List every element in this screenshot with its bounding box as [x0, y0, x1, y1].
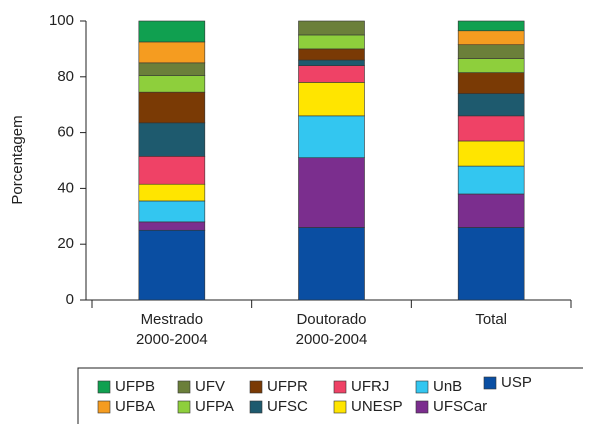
- legend-label: UFSC: [267, 398, 308, 415]
- y-tick-label: 20: [57, 235, 74, 252]
- bar-segment: [138, 122, 206, 157]
- x-tick-label: 2000-2004: [136, 331, 208, 348]
- bar-segment: [298, 157, 365, 228]
- legend-label: UFSCar: [433, 398, 487, 415]
- bar-segment: [457, 227, 525, 301]
- legend-label: USP: [501, 374, 532, 391]
- y-axis-label: Porcentagem: [9, 115, 26, 204]
- bar-segment: [138, 221, 206, 231]
- legend-label: UnB: [433, 378, 462, 395]
- bar-segment: [298, 227, 365, 301]
- bar-segment: [457, 115, 525, 142]
- legend-swatch: [333, 400, 347, 414]
- bar-segment: [138, 229, 206, 301]
- y-tick-label: 40: [57, 179, 74, 196]
- legend-label: UFV: [195, 378, 225, 395]
- legend-label: UNESP: [351, 398, 403, 415]
- legend-swatch: [177, 380, 191, 394]
- y-tick-label: 80: [57, 68, 74, 85]
- bar-segment: [457, 30, 525, 46]
- bar-segment: [138, 200, 206, 223]
- x-tick-label: Doutorado: [296, 311, 366, 328]
- legend-swatch: [415, 380, 429, 394]
- legend-label: UFPA: [195, 398, 234, 415]
- legend-swatch: [483, 376, 497, 390]
- bar-segment: [457, 72, 525, 94]
- bar-segment: [457, 93, 525, 117]
- bar-segment: [298, 82, 365, 117]
- bar-segment: [298, 48, 365, 61]
- bar-segment: [457, 58, 525, 73]
- x-tick-label: 2000-2004: [296, 331, 368, 348]
- bar-segment: [298, 65, 365, 83]
- legend-swatch: [249, 380, 263, 394]
- y-tick-label: 60: [57, 124, 74, 141]
- legend-swatch: [97, 400, 111, 414]
- y-tick-label: 0: [66, 291, 74, 308]
- bar-segment: [138, 156, 206, 185]
- bar-segment: [298, 34, 365, 50]
- legend-label: UFRJ: [351, 378, 389, 395]
- bar-segment: [457, 20, 525, 32]
- legend-swatch: [97, 380, 111, 394]
- x-tick-label: Total: [475, 311, 507, 328]
- legend-box: [77, 367, 583, 424]
- legend-swatch: [249, 400, 263, 414]
- bar-segment: [298, 20, 365, 36]
- bar-segment: [138, 41, 206, 64]
- bar-segment: [138, 91, 206, 124]
- y-tick-label: 100: [49, 12, 74, 29]
- bar-segment: [138, 20, 206, 43]
- legend-swatch: [333, 380, 347, 394]
- legend-swatch: [177, 400, 191, 414]
- bar-segment: [457, 165, 525, 195]
- legend-swatch: [415, 400, 429, 414]
- legend-label: UFBA: [115, 398, 155, 415]
- x-tick-label: Mestrado: [141, 311, 204, 328]
- bar-segment: [138, 75, 206, 93]
- legend-label: UFPR: [267, 378, 308, 395]
- bar-segment: [457, 140, 525, 167]
- bar-segment: [298, 59, 365, 66]
- bar-segment: [138, 183, 206, 202]
- legend-label: UFPB: [115, 378, 155, 395]
- bar-segment: [457, 44, 525, 59]
- bar-segment: [138, 62, 206, 76]
- bar-segment: [298, 115, 365, 159]
- bar-segment: [457, 193, 525, 228]
